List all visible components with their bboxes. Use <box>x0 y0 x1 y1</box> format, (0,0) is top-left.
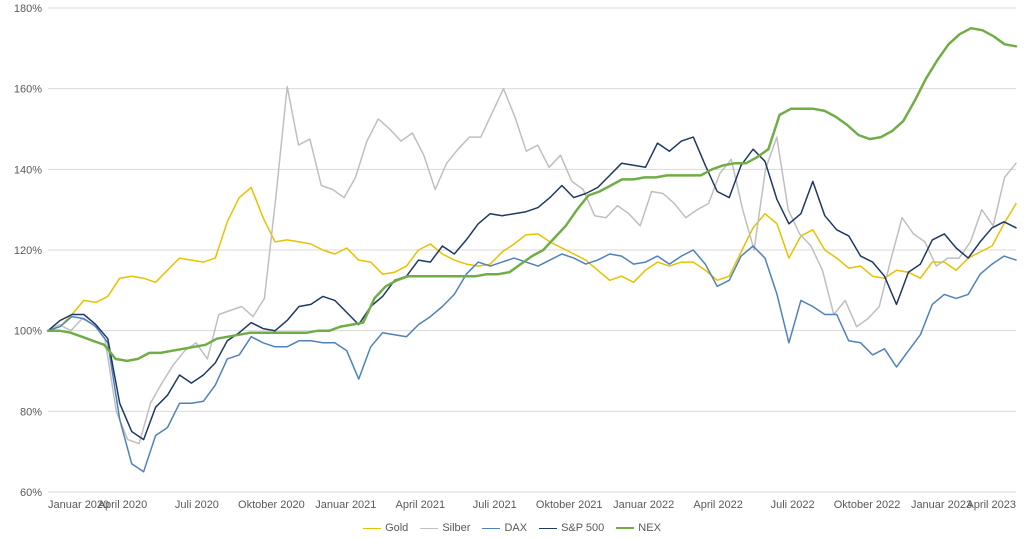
x-tick-label: Oktober 2020 <box>238 499 305 511</box>
x-tick-label: Januar 2021 <box>315 499 376 511</box>
legend-label: NEX <box>638 522 661 534</box>
y-tick-label: 120% <box>14 245 42 257</box>
x-tick-label: Juli 2020 <box>175 499 219 511</box>
legend-label: Silber <box>442 522 470 534</box>
x-tick-label: Januar 2023 <box>911 499 972 511</box>
y-tick-label: 160% <box>14 84 42 96</box>
legend-item: S&P 500 <box>539 522 604 534</box>
legend-label: S&P 500 <box>561 522 604 534</box>
x-tick-label: April 2021 <box>396 499 446 511</box>
legend-label: DAX <box>504 522 527 534</box>
legend-item: Gold <box>363 522 408 534</box>
y-tick-label: 80% <box>20 406 42 418</box>
x-tick-label: April 2023 <box>966 499 1016 511</box>
y-tick-label: 140% <box>14 164 42 176</box>
x-tick-label: Oktober 2022 <box>834 499 901 511</box>
x-tick-label: April 2020 <box>98 499 148 511</box>
legend-swatch <box>363 528 381 529</box>
x-tick-label: Juli 2022 <box>771 499 815 511</box>
performance-chart: 60%80%100%120%140%160%180%Januar 2020Apr… <box>0 0 1024 538</box>
legend-swatch <box>539 528 557 529</box>
x-tick-label: Januar 2022 <box>613 499 674 511</box>
x-tick-label: Oktober 2021 <box>536 499 603 511</box>
x-tick-label: April 2022 <box>693 499 743 511</box>
y-tick-label: 60% <box>20 487 42 499</box>
legend-swatch <box>616 527 634 529</box>
x-tick-label: Juli 2021 <box>473 499 517 511</box>
legend-item: Silber <box>420 522 470 534</box>
legend: Gold Silber DAX S&P 500 NEX <box>0 522 1024 534</box>
legend-item: DAX <box>482 522 527 534</box>
y-tick-label: 100% <box>14 326 42 338</box>
legend-label: Gold <box>385 522 408 534</box>
y-tick-label: 180% <box>14 3 42 15</box>
legend-item: NEX <box>616 522 661 534</box>
legend-swatch <box>482 528 500 529</box>
legend-swatch <box>420 528 438 529</box>
